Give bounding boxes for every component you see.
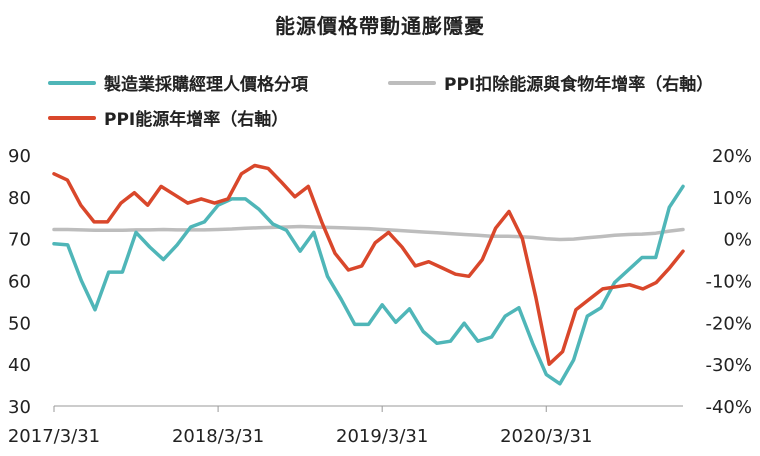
right-axis-tick-label: -30% xyxy=(705,355,752,376)
axis-layer xyxy=(53,405,683,412)
label-layer: 90 80 70 60 50 40 30 20% 10% 0% -10% -20% -30% -40% 20… xyxy=(8,146,752,447)
right-axis-tick-label: -40% xyxy=(705,397,752,418)
legend-item-ppi-energy: PPI能源年增率（右軸） xyxy=(48,105,288,130)
chart-title: 能源價格帶動通膨隱憂 xyxy=(275,14,485,38)
legend-swatch-ppi-energy xyxy=(48,115,96,120)
right-axis-tick-label: -20% xyxy=(705,313,752,334)
series-layer xyxy=(52,163,685,386)
left-axis-tick-label: 60 xyxy=(8,272,31,293)
legend-label-pmi-prices: 製造業採購經理人價格分項 xyxy=(104,75,308,95)
x-axis-tick-label: 2020/3/31 xyxy=(500,426,592,447)
legend-item-core-ppi: PPI扣除能源與食物年增率（右軸） xyxy=(388,70,713,95)
legend-item-pmi-prices: 製造業採購經理人價格分項 xyxy=(48,70,308,95)
series-line-0 xyxy=(52,184,685,386)
series-line-1 xyxy=(52,224,685,242)
left-axis-tick-label: 50 xyxy=(8,313,31,334)
right-axis-tick-label: 10% xyxy=(712,188,752,209)
x-axis-tick-label: 2017/3/31 xyxy=(8,426,100,447)
right-axis-tick-label: 0% xyxy=(723,230,752,251)
left-axis-tick-label: 70 xyxy=(8,230,31,251)
left-axis-tick-label: 80 xyxy=(8,188,31,209)
right-axis-tick-label: -10% xyxy=(705,272,752,293)
right-axis-tick-label: 20% xyxy=(712,146,752,167)
x-axis-tick-label: 2019/3/31 xyxy=(336,426,428,447)
legend-label-ppi-energy: PPI能源年增率（右軸） xyxy=(104,110,289,130)
legend-swatch-pmi-prices xyxy=(48,80,96,85)
left-axis-tick-label: 90 xyxy=(8,146,31,167)
legend-label-core-ppi: PPI扣除能源與食物年增率（右軸） xyxy=(444,75,714,95)
left-axis-tick-label: 40 xyxy=(8,355,31,376)
x-axis-tick-label: 2018/3/31 xyxy=(172,426,264,447)
left-axis-tick-label: 30 xyxy=(8,397,31,418)
series-line-2 xyxy=(52,163,685,366)
legend-swatch-core-ppi xyxy=(388,80,436,85)
